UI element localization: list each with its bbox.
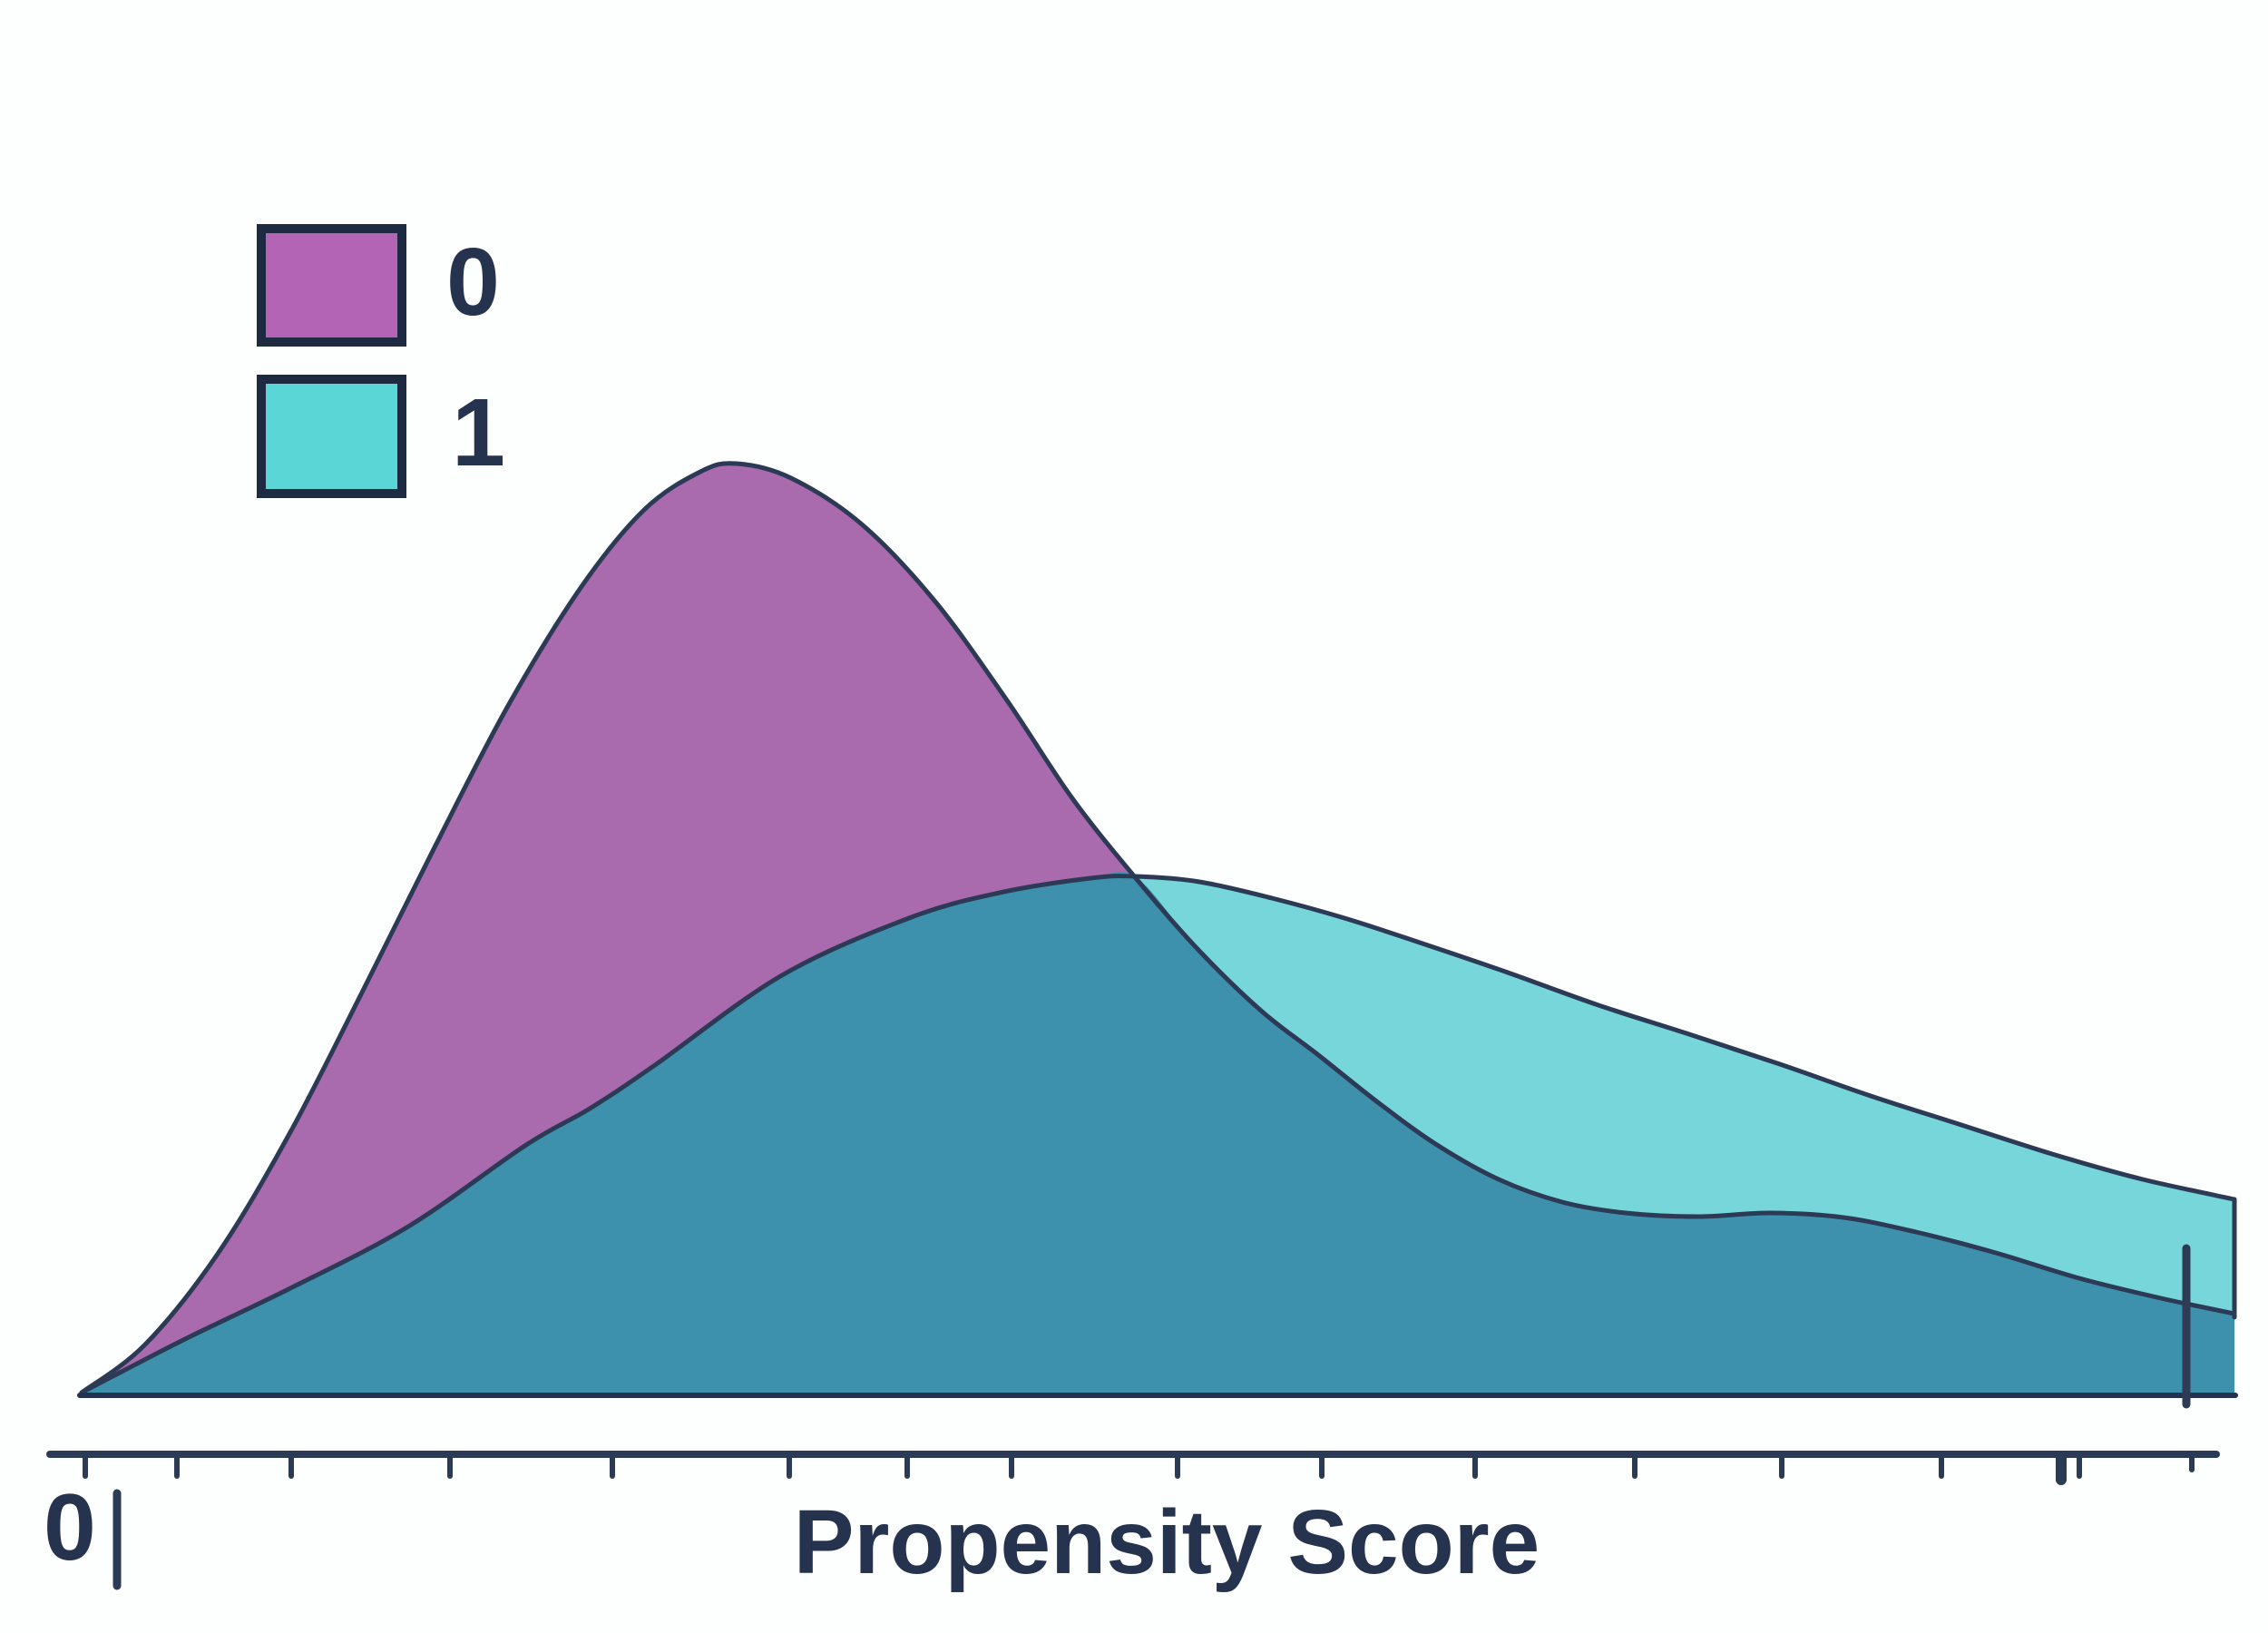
overlap-area	[82, 871, 2234, 1395]
density-1-outline	[79, 874, 2237, 1395]
x-axis-label: Propensity Score	[793, 1491, 1540, 1593]
legend-label-1: 1	[452, 379, 505, 486]
legend-swatch-0	[257, 224, 406, 347]
legend-label-0: 0	[446, 229, 500, 336]
density-0-outline	[79, 461, 2237, 1395]
x-tick-label-zero: 0	[44, 1475, 96, 1580]
legend-swatch-1	[257, 375, 406, 498]
